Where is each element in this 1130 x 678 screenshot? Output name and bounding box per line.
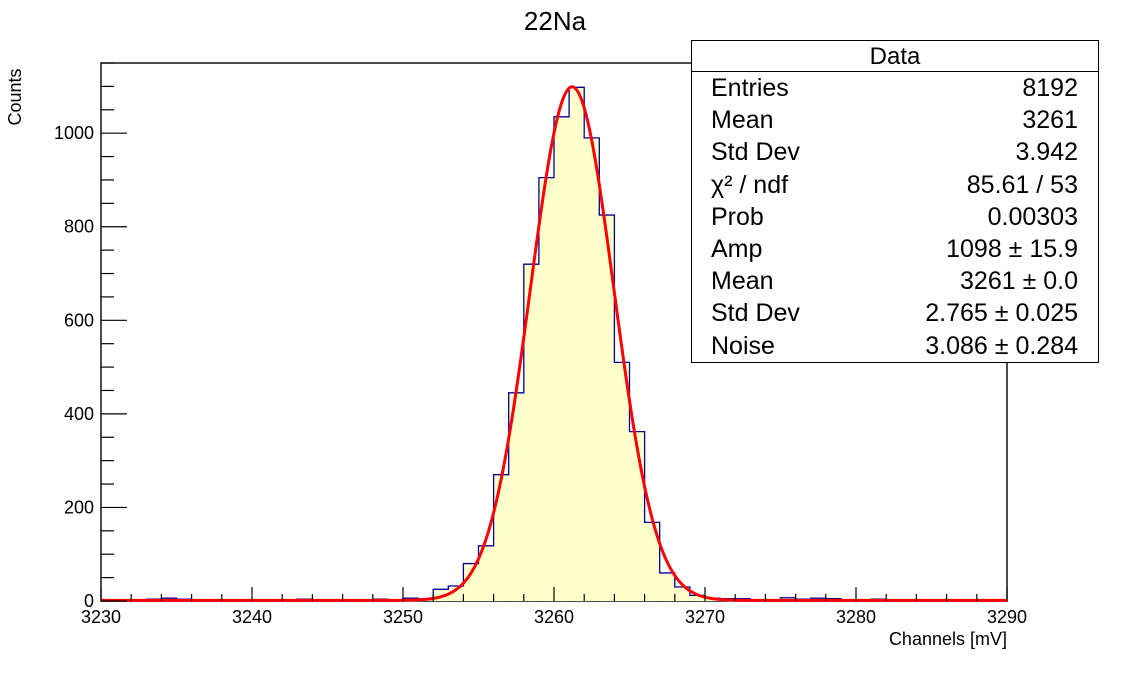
histogram-bar xyxy=(493,474,509,601)
stats-key: χ² / ndf xyxy=(711,170,789,199)
stats-value: 3.086 ± 0.284 xyxy=(925,331,1078,360)
stats-key: Entries xyxy=(711,74,789,102)
y-tick-label: 200 xyxy=(64,497,94,517)
stats-key: Std Dev xyxy=(711,138,800,167)
y-tick-label: 800 xyxy=(64,217,94,237)
y-axis-label: Counts xyxy=(5,68,25,125)
stats-title: Data xyxy=(692,41,1098,72)
histogram-bar xyxy=(659,572,675,601)
stats-box: Data Entries 8192 Mean 3261 Std Dev 3.942 χ… xyxy=(691,40,1099,363)
stats-key: Noise xyxy=(711,331,775,360)
x-tick-label: 3230 xyxy=(81,607,121,627)
stats-row-std-dev: Std Dev 3.942 xyxy=(692,136,1098,168)
histogram-bar xyxy=(554,116,570,602)
stats-key: Mean xyxy=(711,106,774,135)
x-tick-label: 3260 xyxy=(534,607,574,627)
histogram-bar xyxy=(689,595,705,601)
stats-key: Std Dev xyxy=(711,299,800,328)
stats-row-chi2-ndf: χ² / ndf 85.61 / 53 xyxy=(692,169,1098,201)
histogram-bar xyxy=(644,522,660,601)
y-tick-label: 0 xyxy=(84,591,94,611)
histogram-bar xyxy=(478,545,494,601)
x-tick-label: 3280 xyxy=(836,607,876,627)
x-axis-label: Channels [mV] xyxy=(889,629,1007,649)
stats-row-amp: Amp 1098 ± 15.9 xyxy=(692,233,1098,265)
y-tick-label: 600 xyxy=(64,310,94,330)
histogram-bar xyxy=(463,563,479,601)
y-tick-label: 1000 xyxy=(54,123,94,143)
y-tick-label: 400 xyxy=(64,404,94,424)
stats-value: 3261 ± 0.0 xyxy=(960,267,1078,296)
x-tick-label: 3290 xyxy=(987,607,1027,627)
histogram-bars xyxy=(101,87,1007,602)
stats-row-fit-mean: Mean 3261 ± 0.0 xyxy=(692,265,1098,297)
histogram-bar xyxy=(584,137,600,601)
stats-row-noise: Noise 3.086 ± 0.284 xyxy=(692,330,1098,362)
histogram-bar xyxy=(569,87,585,601)
stats-value: 0.00303 xyxy=(987,202,1078,231)
histogram-bar xyxy=(599,215,615,602)
stats-value: 3.942 xyxy=(1015,138,1078,167)
stats-key: Mean xyxy=(711,267,774,296)
chart-title: 22Na xyxy=(524,6,587,36)
histogram-bar xyxy=(629,431,645,601)
stats-value: 3261 xyxy=(1022,106,1078,135)
histogram-bar xyxy=(508,392,524,601)
histogram-bar xyxy=(523,264,539,601)
histogram-bar xyxy=(674,586,690,601)
axes: 3230 3240 3250 3260 3270 3280 3290 0 200 400 600 80… xyxy=(54,62,1027,627)
stats-value: 85.61 / 53 xyxy=(966,170,1078,199)
stats-value: 1098 ± 15.9 xyxy=(946,234,1078,263)
x-tick-label: 3250 xyxy=(383,607,423,627)
stats-value: 8192 xyxy=(1022,74,1078,102)
stats-key: Amp xyxy=(711,234,763,263)
stats-row-entries: Entries 8192 xyxy=(692,72,1098,104)
x-tick-label: 3270 xyxy=(685,607,725,627)
histogram-bar xyxy=(433,589,449,601)
histogram-bar xyxy=(448,586,464,601)
stats-row-mean: Mean 3261 xyxy=(692,104,1098,136)
stats-row-prob: Prob 0.00303 xyxy=(692,201,1098,233)
stats-value: 2.765 ± 0.025 xyxy=(925,299,1078,328)
histogram-bar xyxy=(538,177,554,602)
stats-row-fit-std-dev: Std Dev 2.765 ± 0.025 xyxy=(692,297,1098,329)
stats-key: Prob xyxy=(711,202,764,231)
x-tick-label: 3240 xyxy=(232,607,272,627)
histogram-bar xyxy=(614,362,630,601)
